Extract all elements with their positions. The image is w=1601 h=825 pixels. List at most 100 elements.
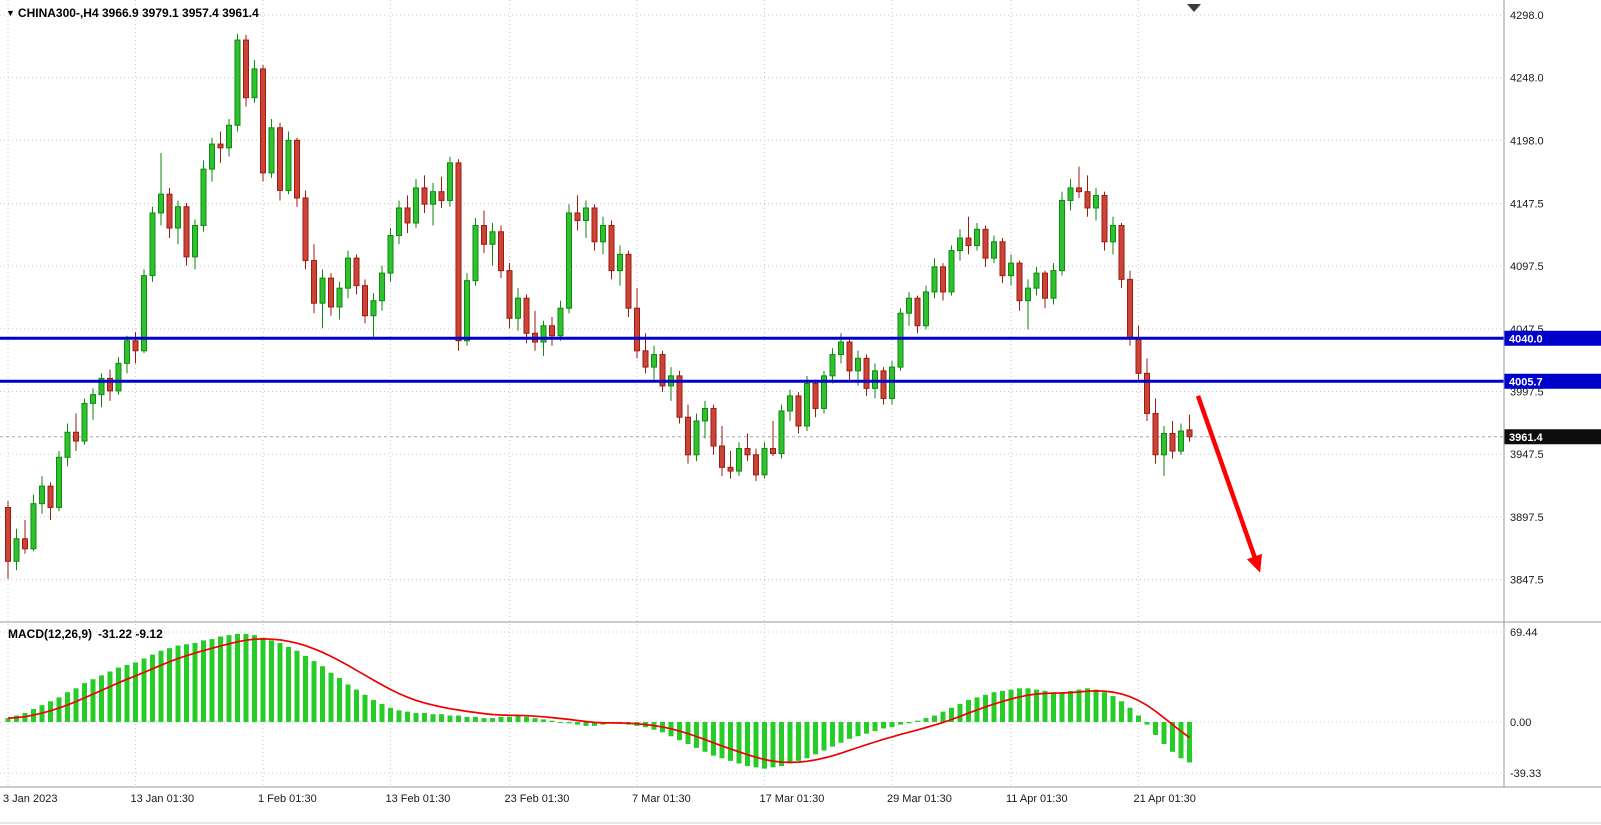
macd-histogram-bar	[575, 722, 580, 725]
price-axis-label: 4298.0	[1510, 10, 1544, 22]
macd-histogram-bar	[107, 671, 113, 722]
price-axis[interactable]	[1504, 0, 1601, 787]
macd-histogram-bar	[1119, 701, 1124, 722]
macd-histogram-bar	[396, 710, 402, 722]
macd-histogram-bar	[235, 633, 240, 722]
macd-histogram-bar	[473, 716, 478, 722]
candle-body	[719, 445, 725, 468]
candle-body	[753, 454, 759, 476]
candle-body	[404, 207, 411, 224]
candle-body	[1169, 433, 1176, 452]
candle-body	[693, 420, 700, 456]
candle-body	[1084, 191, 1091, 209]
candle-body	[336, 287, 343, 308]
price-axis-label: 3947.5	[1510, 449, 1544, 461]
candle-body	[982, 228, 989, 259]
macd-histogram-bar	[532, 718, 538, 722]
macd-histogram-bar	[796, 722, 801, 761]
candle-body	[209, 143, 215, 170]
macd-histogram-bar	[940, 711, 946, 722]
candle-body	[175, 206, 181, 229]
time-axis[interactable]	[0, 787, 1504, 823]
candle-body	[727, 466, 734, 472]
candle-body	[489, 231, 496, 245]
candle-body	[455, 162, 462, 342]
candle-body	[914, 297, 921, 327]
candle-body	[974, 228, 980, 247]
macd-histogram-bar	[745, 722, 750, 767]
macd-histogram-bar	[932, 715, 937, 722]
time-axis-label: 21 Apr 01:30	[1134, 793, 1196, 805]
macd-histogram-bar	[592, 722, 597, 726]
macd-histogram-bar	[464, 716, 470, 722]
candle-body	[838, 341, 844, 356]
macd-histogram-bar	[1161, 722, 1167, 745]
macd-histogram-bar	[56, 697, 62, 722]
candle-body	[319, 277, 326, 304]
macd-histogram-bar	[209, 639, 215, 722]
symbol-period-label: CHINA300-,H4	[17, 6, 99, 20]
macd-histogram-bar	[1068, 690, 1073, 722]
macd-histogram-bar	[337, 677, 342, 722]
macd-axis-label: -39.33	[1510, 768, 1541, 780]
macd-histogram-bar	[226, 635, 232, 722]
macd-histogram-bar	[1127, 707, 1133, 722]
macd-histogram-bar	[1000, 690, 1005, 722]
macd-histogram-bar	[1093, 689, 1099, 722]
macd-histogram-bar	[847, 722, 852, 739]
candle-body	[736, 448, 742, 472]
macd-histogram-bar	[345, 684, 351, 722]
candle-body	[889, 366, 895, 399]
macd-histogram-bar	[439, 714, 444, 722]
candle-body	[396, 207, 402, 237]
macd-histogram-bar	[490, 718, 495, 722]
chart-shift-marker[interactable]	[1187, 4, 1201, 12]
candle-body	[829, 354, 836, 377]
candle-body	[625, 253, 632, 309]
candle-body	[880, 370, 887, 399]
candle-body	[294, 139, 300, 199]
hline-price-tag-label: 4040.0	[1509, 333, 1543, 345]
ohlc-readout: 3966.9 3979.1 3957.4 3961.4	[101, 6, 259, 20]
macd-histogram-bar	[192, 642, 198, 722]
macd-histogram-bar	[82, 683, 87, 722]
candle-body	[1059, 199, 1065, 272]
candle-body	[353, 257, 360, 287]
macd-histogram-bar	[413, 712, 419, 722]
candle-body	[1008, 262, 1014, 277]
macd-histogram-bar	[320, 666, 325, 722]
candle-body	[234, 39, 241, 126]
macd-histogram-bar	[167, 648, 172, 722]
macd-histogram-bar	[65, 692, 70, 722]
macd-histogram-bar	[498, 716, 504, 722]
candle-body	[149, 212, 156, 277]
candle-body	[651, 354, 657, 368]
candle-body	[90, 394, 96, 404]
hline-price-tag	[1504, 373, 1601, 389]
macd-histogram-bar	[1051, 692, 1056, 722]
price-axis-label: 4097.5	[1510, 261, 1544, 273]
candle-body	[804, 382, 810, 427]
trend-arrow-head[interactable]	[1246, 553, 1262, 573]
macd-histogram-bar	[430, 714, 436, 722]
candle-body	[217, 143, 224, 149]
macd-histogram-bar	[405, 711, 410, 722]
trend-arrow-shaft[interactable]	[1195, 395, 1259, 564]
candle-body	[277, 127, 283, 191]
candle-body	[13, 538, 20, 562]
macd-histogram-bar	[864, 722, 869, 734]
macd-histogram-bar	[481, 718, 487, 722]
candle-body	[600, 225, 606, 243]
candle-body	[464, 280, 470, 342]
symbol-dropdown-icon[interactable]: ▼	[6, 8, 15, 18]
candle-body	[311, 260, 317, 304]
candle-body	[260, 68, 266, 174]
macd-histogram-bar	[141, 658, 147, 722]
macd-histogram-bar	[541, 719, 546, 722]
macd-histogram-bar	[719, 722, 725, 759]
candle-body	[676, 375, 683, 418]
candle-body	[81, 402, 88, 442]
macd-histogram-bar	[371, 699, 376, 722]
candle-body	[498, 231, 504, 272]
